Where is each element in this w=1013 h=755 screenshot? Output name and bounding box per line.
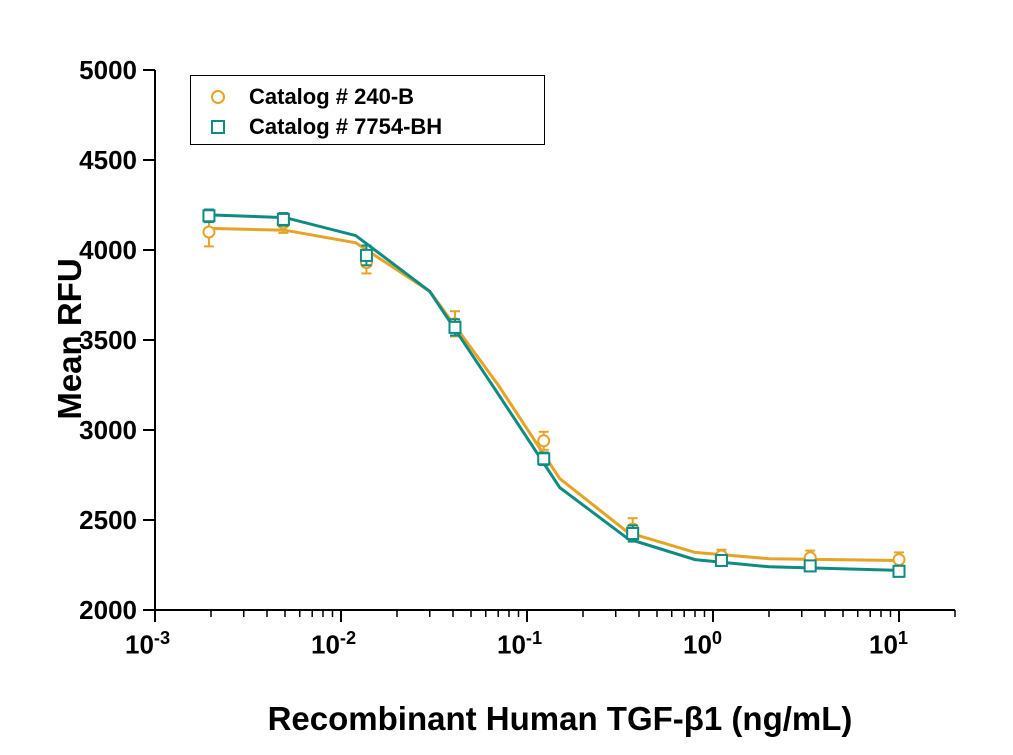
y-tick-label: 5000 [79,55,137,86]
x-tick-label: 101 [869,628,908,661]
x-tick-label: 10-3 [125,628,170,661]
square-marker-icon [205,114,231,140]
y-tick-label: 3000 [79,415,137,446]
legend-item: Catalog # 7754-BH [205,114,442,140]
y-tick-label: 3500 [79,325,137,356]
y-tick-label: 2500 [79,505,137,536]
circle-marker-icon [205,84,231,110]
legend-label: Catalog # 240-B [249,84,414,110]
x-tick-label: 10-1 [497,628,542,661]
chart-container: Mean RFU Recombinant Human TGF-β1 (ng/mL… [0,0,1013,755]
legend-item: Catalog # 240-B [205,84,414,110]
y-tick-label: 4000 [79,235,137,266]
x-tick-label: 10-2 [311,628,356,661]
y-tick-label: 2000 [79,595,137,626]
y-tick-label: 4500 [79,145,137,176]
legend-label: Catalog # 7754-BH [249,114,442,140]
legend-box: Catalog # 240-B Catalog # 7754-BH [190,75,545,145]
x-tick-label: 100 [683,628,722,661]
